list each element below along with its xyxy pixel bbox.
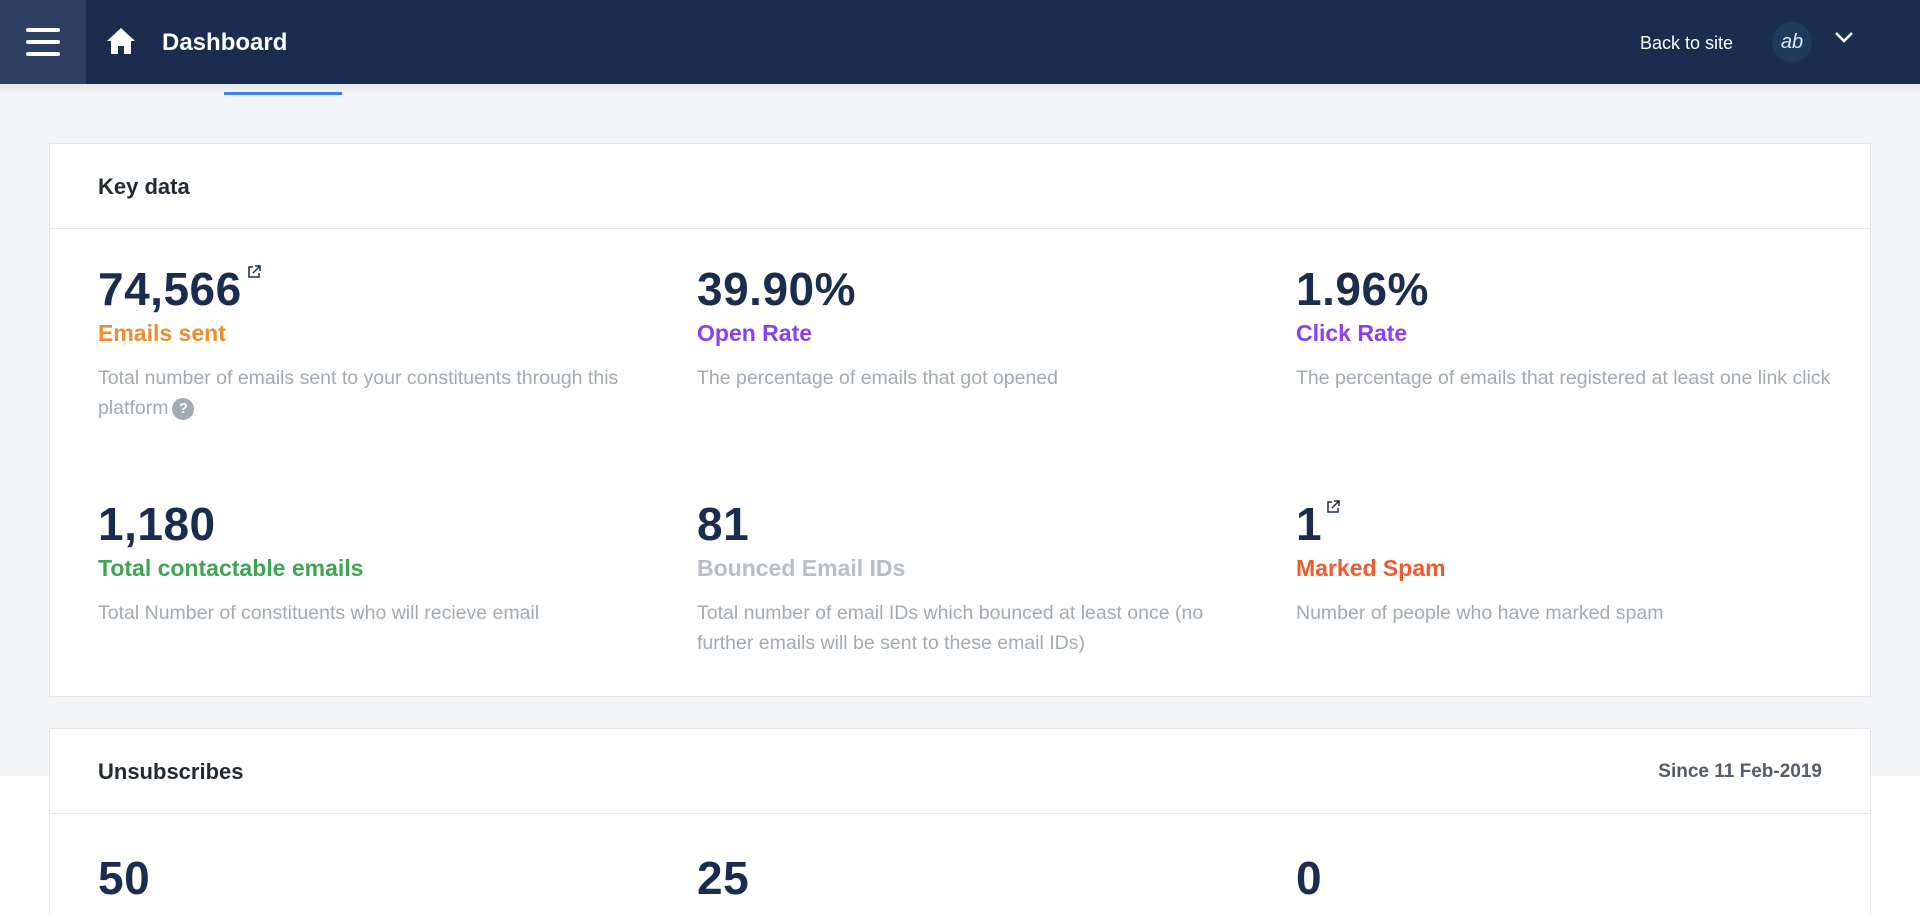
metric-description: Total Number of constituents who will re… — [98, 602, 540, 624]
metric-value: 1,180 — [98, 498, 216, 550]
metric-label: Click Rate — [1296, 320, 1408, 346]
metric-label: Total contactable emails — [98, 555, 364, 581]
unsubscribes-card: Unsubscribes Since 11 Feb-2019 50 25 0 — [49, 728, 1871, 915]
hamburger-menu-button[interactable] — [0, 0, 86, 84]
card-header: Key data — [50, 144, 1870, 229]
metric-description: Total number of emails sent to your cons… — [98, 363, 638, 423]
metric-value: 50 — [98, 852, 151, 904]
metric-value: 39.90% — [697, 263, 857, 315]
external-link-icon[interactable] — [247, 265, 261, 279]
metric-value: 1.96% — [1296, 263, 1429, 315]
page-title: Dashboard — [162, 29, 288, 56]
metric-value: 1 — [1296, 498, 1323, 550]
metric-value: 25 — [697, 852, 750, 904]
hamburger-line — [26, 40, 60, 44]
metric-description: Total number of email IDs which bounced … — [697, 602, 1204, 654]
active-tab-indicator — [224, 92, 342, 95]
metric-value: 0 — [1296, 852, 1323, 904]
external-link-icon[interactable] — [1326, 500, 1340, 514]
help-icon[interactable]: ? — [172, 398, 195, 420]
metric-total-contactable: 1,180 Total contactable emails Total Num… — [98, 499, 638, 628]
card-header: Unsubscribes Since 11 Feb-2019 — [50, 729, 1870, 814]
metric-bounced: 81 Bounced Email IDs Total number of ema… — [697, 499, 1237, 658]
metric-label: Bounced Email IDs — [697, 555, 906, 581]
home-icon[interactable] — [105, 26, 137, 56]
key-data-card: Key data 74,566 Emails sent Total number… — [49, 143, 1871, 697]
back-to-site-link[interactable]: Back to site — [1640, 33, 1734, 53]
hamburger-line — [26, 52, 60, 56]
unsubscribe-metric: 0 — [1296, 853, 1836, 903]
metric-click-rate: 1.96% Click Rate The percentage of email… — [1296, 264, 1836, 393]
metric-description: The percentage of emails that got opened — [697, 367, 1058, 389]
card-title: Key data — [98, 174, 190, 199]
metric-label: Open Rate — [697, 320, 813, 346]
metric-emails-sent: 74,566 Emails sent Total number of email… — [98, 264, 638, 423]
unsubscribe-metric: 25 — [697, 853, 1237, 903]
metric-value: 81 — [697, 498, 750, 550]
metric-description-text: Total number of emails sent to your cons… — [98, 367, 619, 419]
hamburger-line — [26, 28, 60, 32]
metric-description: The percentage of emails that registered… — [1296, 367, 1831, 389]
metric-open-rate: 39.90% Open Rate The percentage of email… — [697, 264, 1237, 393]
metric-marked-spam: 1 Marked Spam Number of people who have … — [1296, 499, 1836, 628]
since-date: Since 11 Feb-2019 — [1658, 761, 1822, 782]
card-title: Unsubscribes — [98, 759, 244, 784]
chevron-down-icon[interactable] — [1834, 30, 1854, 44]
avatar[interactable]: ab — [1772, 22, 1812, 62]
metric-label: Marked Spam — [1296, 555, 1446, 581]
unsubscribe-metric: 50 — [98, 853, 638, 903]
metric-value: 74,566 — [98, 263, 242, 315]
top-bar: Dashboard Back to site ab — [0, 0, 1920, 84]
metric-description: Number of people who have marked spam — [1296, 602, 1664, 624]
metric-label: Emails sent — [98, 320, 226, 346]
header-shadow — [0, 84, 1920, 94]
